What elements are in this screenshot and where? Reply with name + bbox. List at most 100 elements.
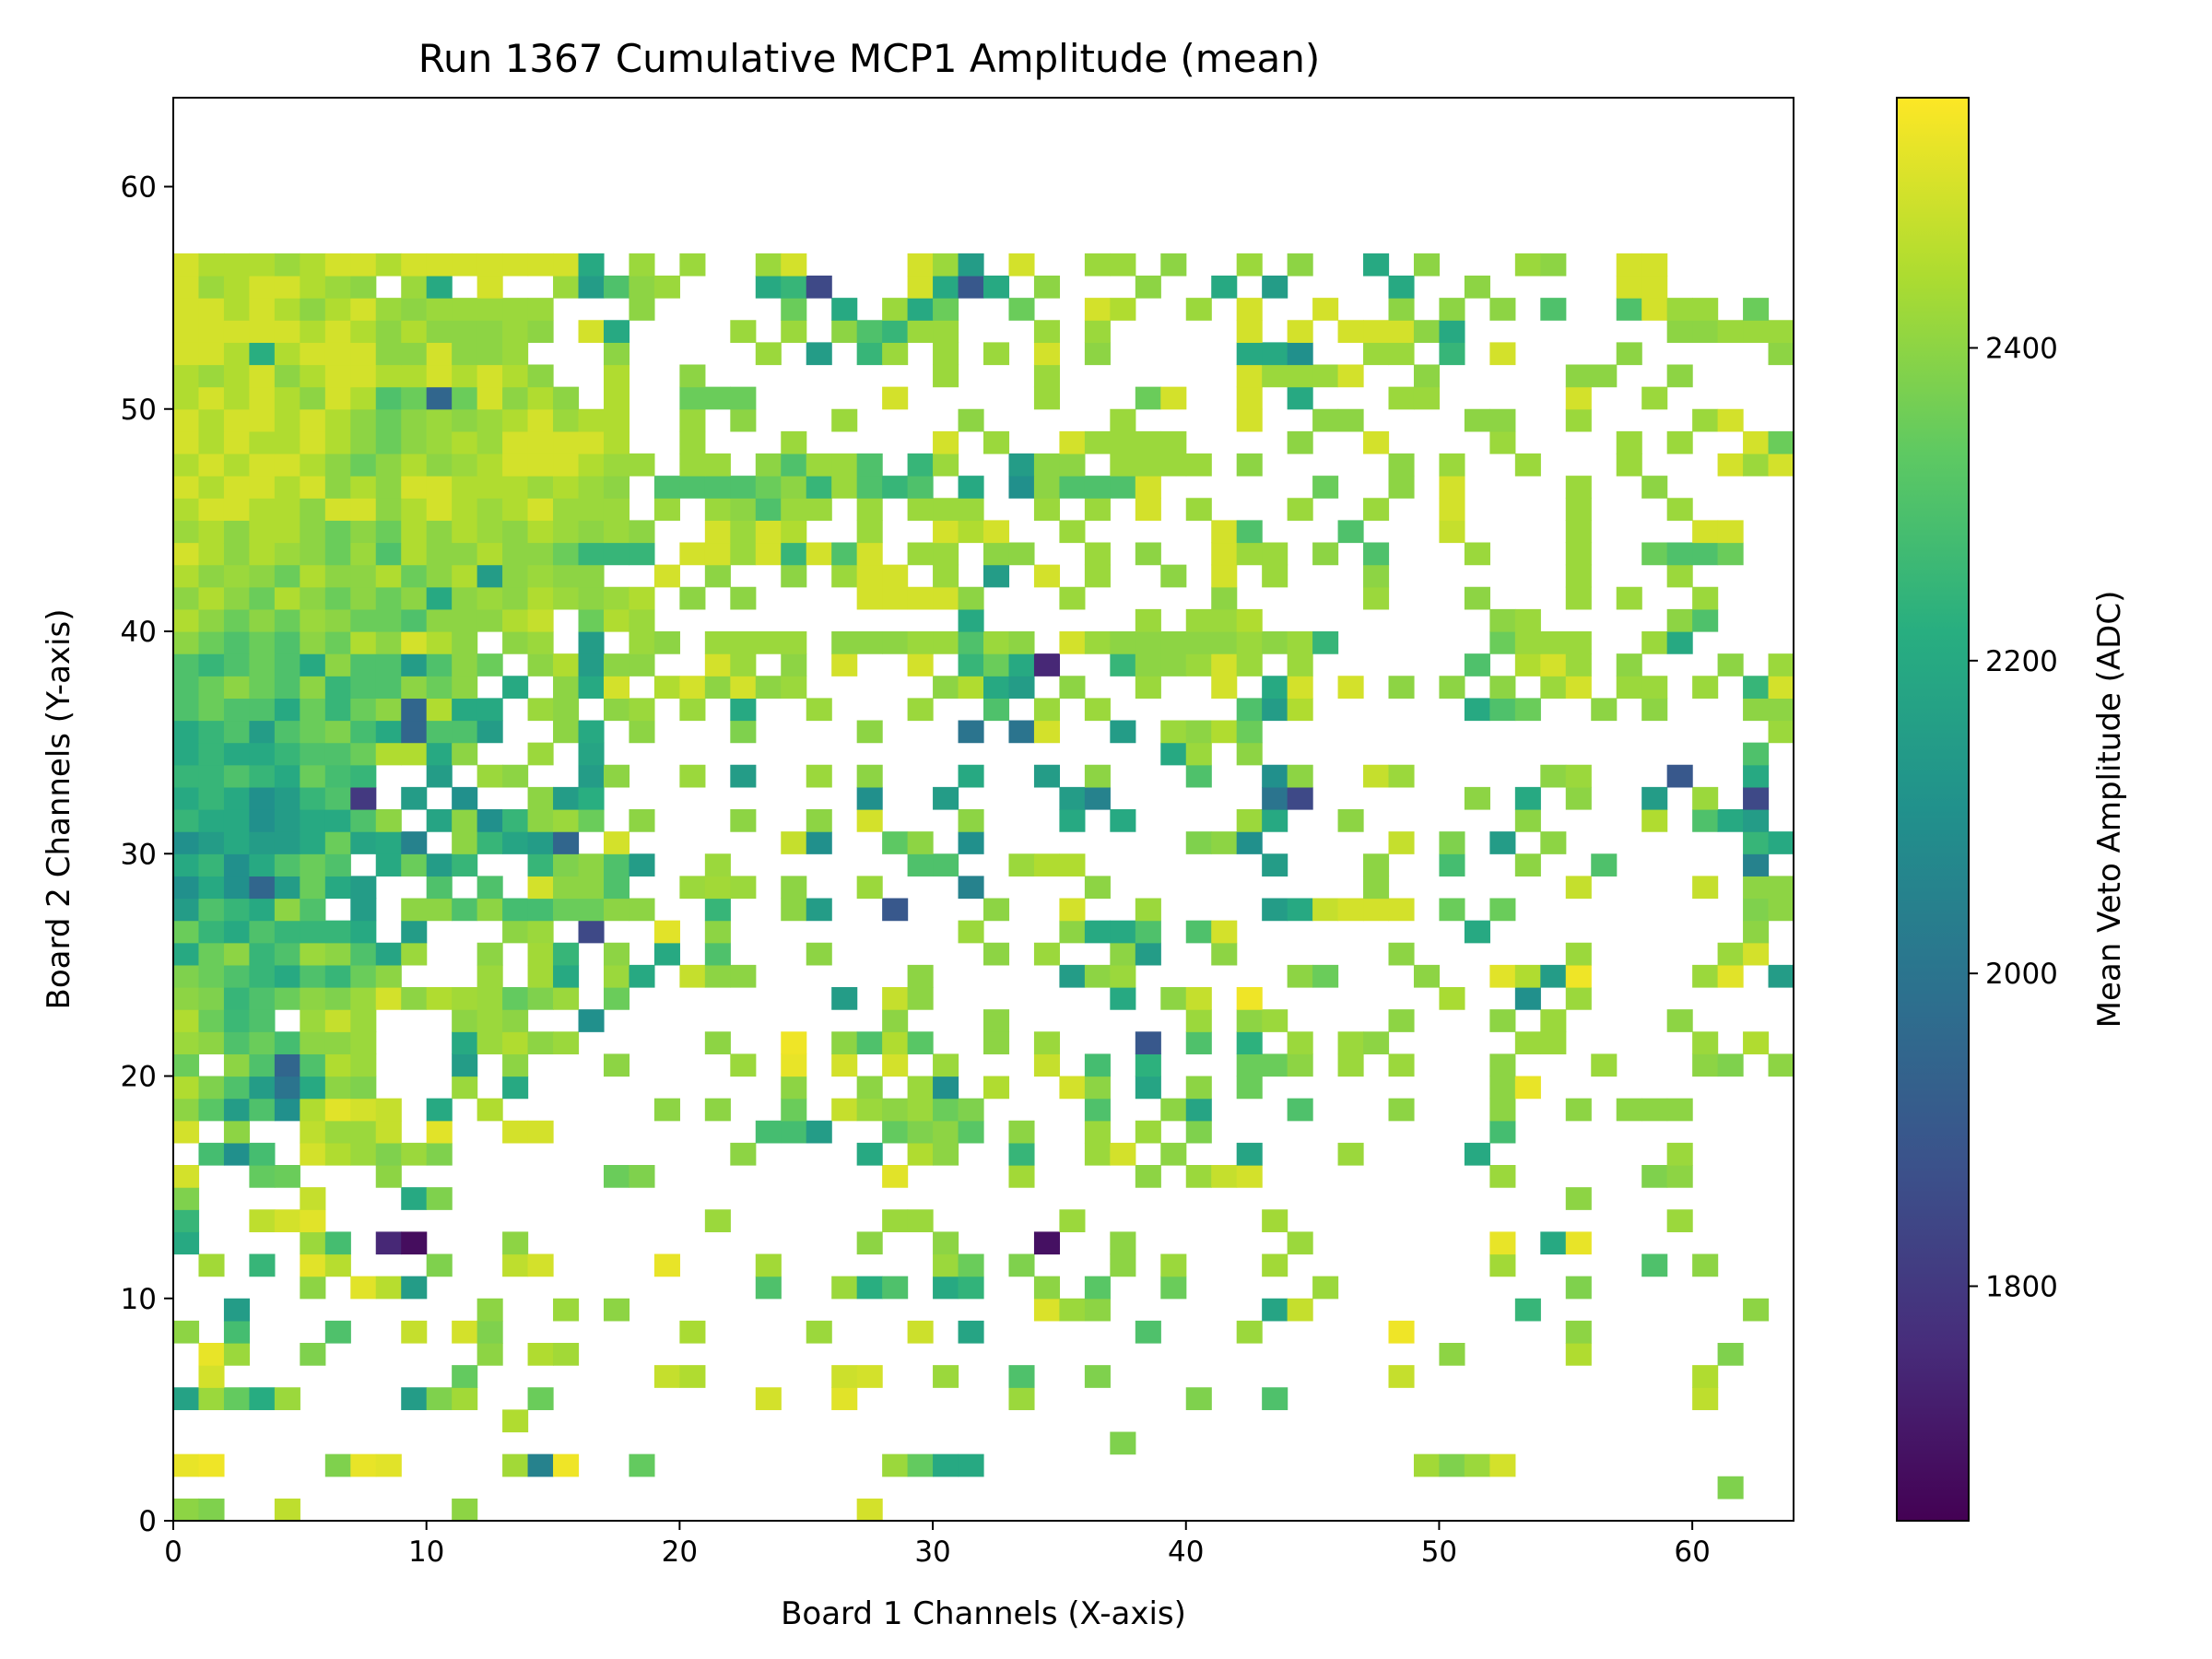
heatmap-cell	[578, 564, 605, 588]
heatmap-cell	[300, 653, 326, 677]
heatmap-cell	[1439, 898, 1465, 922]
heatmap-cell	[553, 676, 580, 699]
heatmap-cell	[781, 653, 807, 677]
heatmap-cell	[375, 1098, 402, 1122]
heatmap-cell	[806, 831, 832, 854]
heatmap-cell	[324, 1076, 351, 1100]
heatmap-cell	[477, 964, 503, 988]
heatmap-cell	[198, 1009, 225, 1032]
heatmap-cell	[958, 1120, 984, 1144]
heatmap-cell	[578, 542, 605, 566]
heatmap-cell	[553, 408, 580, 432]
heatmap-cell	[1565, 987, 1592, 1010]
heatmap-cell	[933, 276, 959, 299]
heatmap-cell	[502, 586, 529, 610]
heatmap-cell	[1692, 1031, 1719, 1054]
heatmap-cell	[907, 1120, 934, 1144]
heatmap-cell	[1262, 276, 1288, 299]
heatmap-cell	[983, 942, 1010, 966]
heatmap-cell	[958, 809, 984, 832]
heatmap-cell	[781, 831, 807, 854]
heatmap-cell	[603, 653, 630, 677]
heatmap-cell	[1666, 1009, 1693, 1032]
heatmap-cell	[223, 1098, 251, 1122]
heatmap-cell	[1236, 453, 1263, 477]
heatmap-cell	[1110, 476, 1136, 499]
heatmap-cell	[249, 498, 276, 521]
x-tick-label: 0	[164, 1535, 182, 1569]
heatmap-cell	[1743, 698, 1770, 722]
heatmap-cell	[477, 987, 503, 1010]
heatmap-cell	[1084, 786, 1111, 810]
heatmap-cell	[452, 1498, 478, 1522]
heatmap-cell	[1743, 298, 1770, 321]
heatmap-cell	[1388, 1365, 1415, 1388]
heatmap-cell	[1489, 430, 1516, 454]
heatmap-cell	[958, 920, 984, 944]
heatmap-cell	[198, 786, 225, 810]
heatmap-cell	[1565, 476, 1592, 499]
heatmap-cell	[578, 898, 605, 922]
heatmap-cell	[198, 520, 225, 544]
heatmap-cell	[882, 898, 909, 922]
heatmap-cell	[831, 298, 858, 321]
heatmap-cell	[426, 764, 453, 788]
heatmap-cell	[401, 853, 428, 877]
heatmap-cell	[730, 320, 757, 343]
heatmap-cell	[1033, 1231, 1061, 1255]
heatmap-cell	[401, 453, 428, 477]
heatmap-cell	[173, 742, 200, 766]
heatmap-cell	[653, 1098, 680, 1122]
heatmap-cell	[274, 742, 300, 766]
heatmap-cell	[933, 498, 959, 521]
heatmap-cell	[223, 809, 251, 832]
heatmap-cell	[477, 586, 503, 610]
heatmap-cell	[375, 987, 402, 1010]
heatmap-cell	[553, 831, 580, 854]
heatmap-cell	[629, 520, 655, 544]
heatmap-cell	[350, 1276, 377, 1300]
heatmap-cell	[1439, 676, 1465, 699]
heatmap-cell	[1514, 786, 1541, 810]
heatmap-cell	[1084, 1276, 1111, 1300]
heatmap-cell	[1666, 1165, 1693, 1188]
heatmap-cell	[198, 853, 225, 877]
heatmap-cell	[730, 498, 757, 521]
heatmap-cell	[629, 653, 655, 677]
heatmap-cell	[629, 298, 655, 321]
heatmap-cell	[553, 520, 580, 544]
heatmap-cell	[958, 1276, 984, 1300]
heatmap-cell	[477, 298, 503, 321]
heatmap-cell	[198, 342, 225, 366]
heatmap-cell	[730, 408, 757, 432]
heatmap-cell	[1110, 987, 1136, 1010]
heatmap-cell	[324, 831, 351, 854]
heatmap-cell	[755, 498, 782, 521]
heatmap-cell	[274, 831, 300, 854]
heatmap-cell	[249, 987, 276, 1010]
heatmap-cell	[198, 386, 225, 410]
heatmap-cell	[198, 1453, 225, 1477]
heatmap-cell	[983, 430, 1010, 454]
heatmap-cell	[1489, 698, 1516, 722]
heatmap-cell	[1514, 1298, 1541, 1322]
heatmap-cell	[300, 408, 326, 432]
heatmap-cell	[198, 586, 225, 610]
heatmap-cell	[882, 1098, 909, 1122]
heatmap-cell	[1363, 498, 1390, 521]
heatmap-cell	[1489, 964, 1516, 988]
heatmap-cell	[1641, 1098, 1668, 1122]
heatmap-cell	[679, 876, 706, 900]
heatmap-cell	[1236, 408, 1263, 432]
heatmap-cell	[350, 520, 377, 544]
heatmap-cell	[1388, 898, 1415, 922]
heatmap-cell	[375, 320, 402, 343]
heatmap-cell	[1160, 1142, 1187, 1166]
heatmap-cell	[1641, 676, 1668, 699]
heatmap-cell	[1312, 476, 1339, 499]
heatmap-cell	[274, 920, 300, 944]
heatmap-cell	[704, 498, 731, 521]
heatmap-cell	[1312, 964, 1339, 988]
heatmap-cell	[1110, 1231, 1136, 1255]
heatmap-cell	[350, 276, 377, 299]
